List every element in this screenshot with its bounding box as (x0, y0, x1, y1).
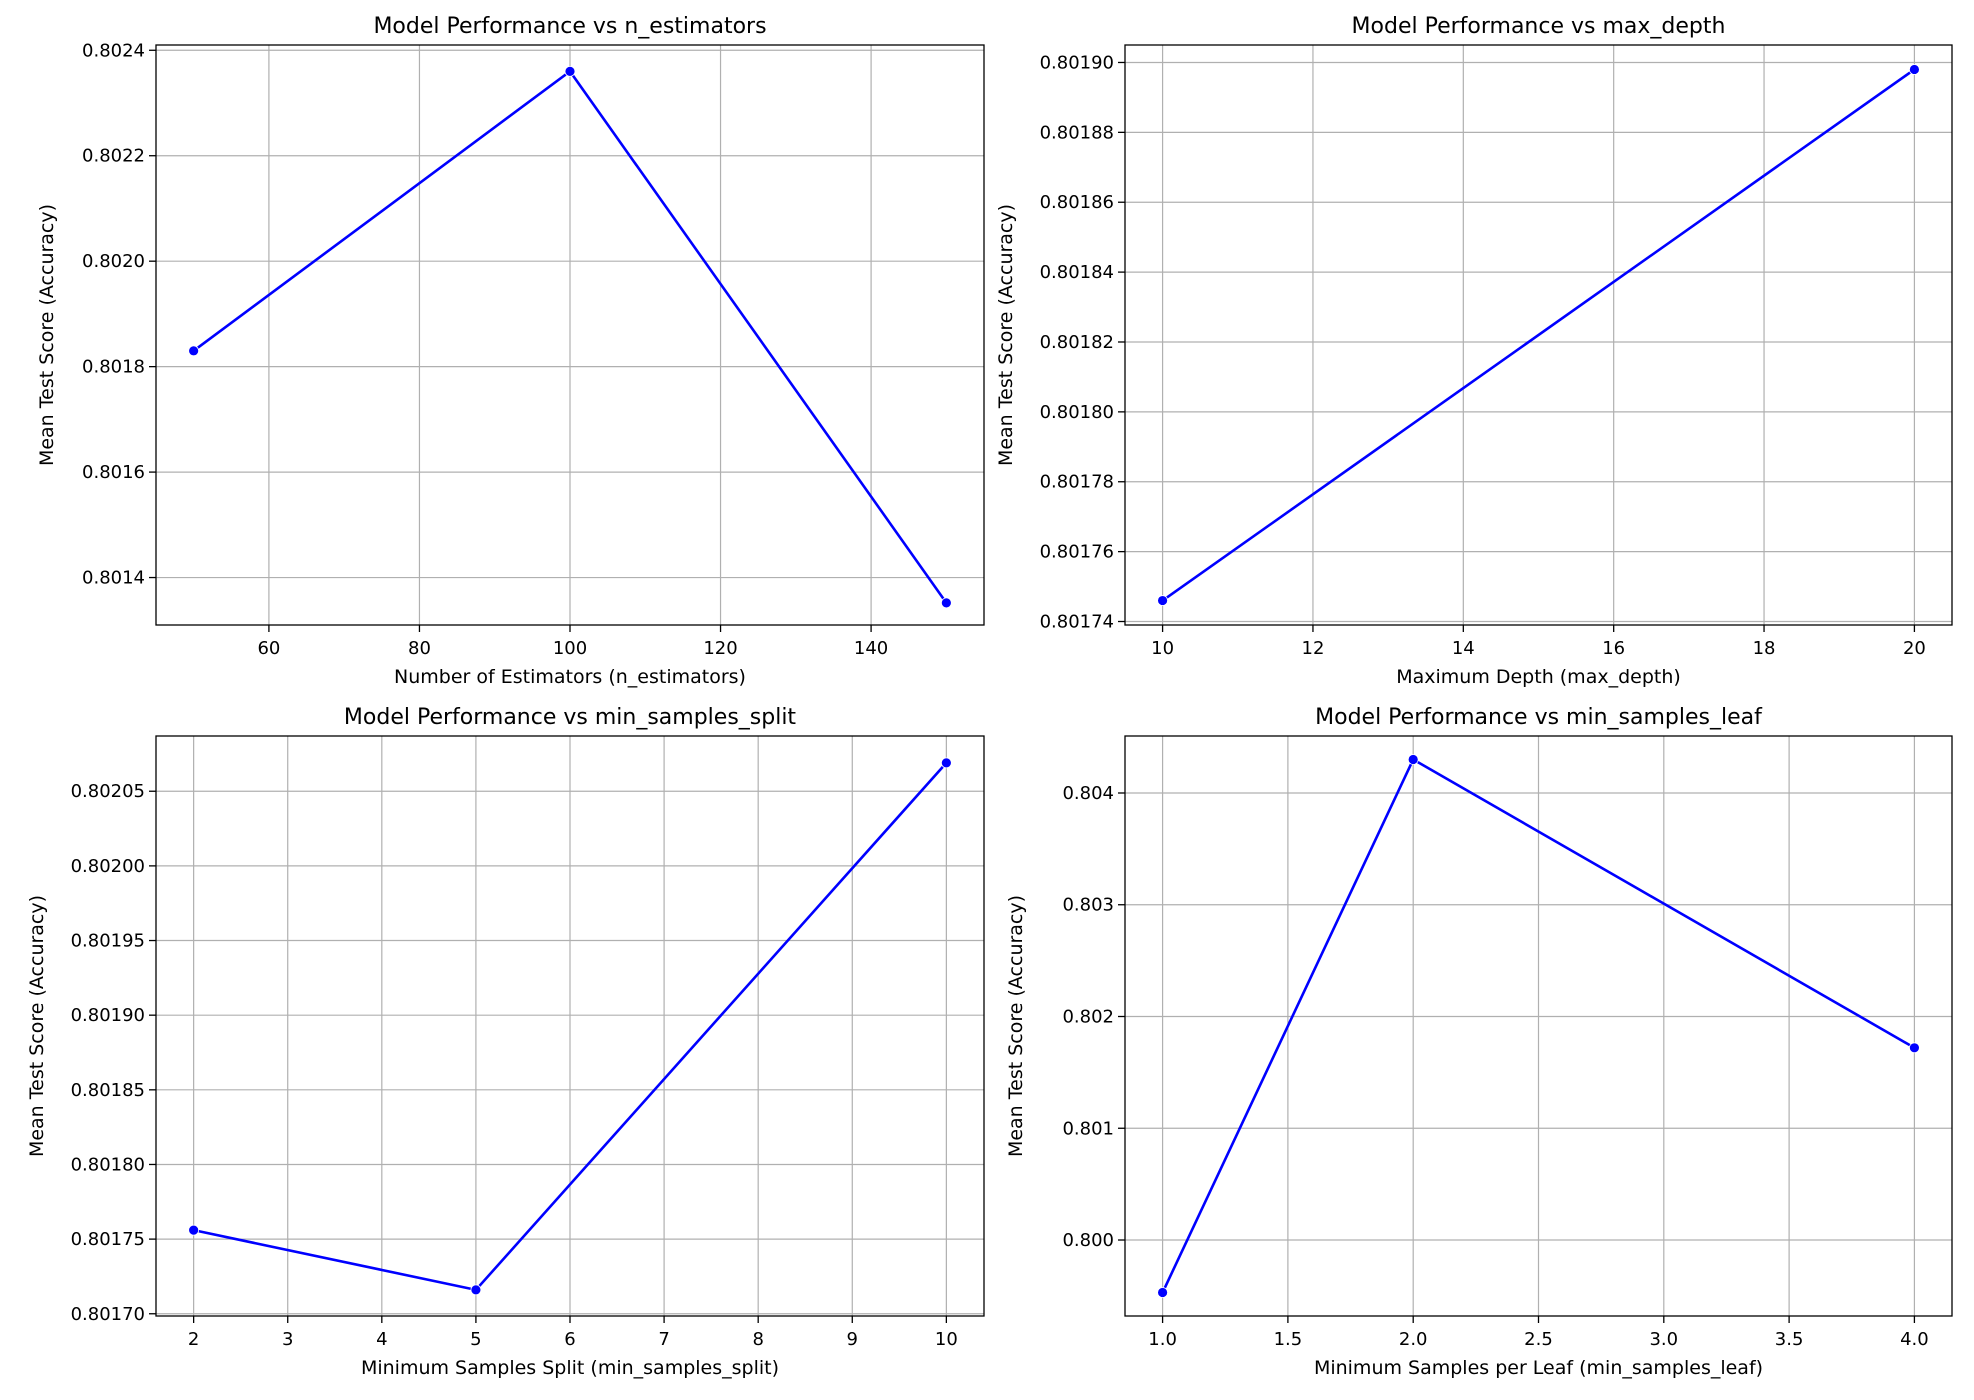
y-tick-label: 0.8018 (82, 357, 145, 378)
y-axis-label: Mean Test Score (Accuracy) (36, 204, 58, 466)
series-line (1161, 68, 1916, 602)
y-tick-label: 0.80205 (71, 781, 145, 802)
data-point (1157, 595, 1168, 606)
x-tick-label: 2.0 (1399, 1329, 1428, 1350)
x-tick-label: 2 (188, 1329, 199, 1350)
data-point (1407, 754, 1419, 765)
x-tick-label: 18 (1753, 638, 1776, 659)
x-tick-label: 2.5 (1524, 1329, 1553, 1350)
chart-title: Model Performance vs min_samples_leaf (1315, 705, 1763, 730)
y-tick-label: 0.8022 (82, 146, 145, 167)
x-tick-label: 1.5 (1274, 1329, 1303, 1350)
data-point (1909, 64, 1920, 75)
x-tick-label: 3.0 (1649, 1329, 1678, 1350)
x-tick-label: 3 (282, 1329, 293, 1350)
x-tick-label: 8 (752, 1329, 763, 1350)
x-axis-label: Minimum Samples per Leaf (min_samples_le… (1314, 1357, 1763, 1379)
y-tick-label: 0.80180 (71, 1154, 145, 1175)
y-tick-label: 0.80175 (71, 1229, 145, 1250)
chart-title: Model Performance vs n_estimators (373, 14, 766, 39)
x-axis-label: Maximum Depth (max_depth) (1396, 666, 1681, 688)
y-tick-label: 0.80184 (1040, 262, 1114, 283)
y-tick-label: 0.80180 (1040, 402, 1114, 423)
x-tick-label: 20 (1903, 638, 1926, 659)
y-tick-label: 0.80178 (1040, 472, 1114, 493)
x-tick-label: 60 (257, 638, 280, 659)
x-tick-label: 100 (553, 638, 587, 659)
y-tick-label: 0.80188 (1040, 122, 1114, 143)
y-tick-label: 0.800 (1062, 1230, 1114, 1251)
y-tick-label: 0.8024 (82, 40, 145, 61)
chart-min-samples-split: 2 3 4 5 6 7 8 9 10 0.80170 0.80175 0.80180 0.80185 0.… (26, 705, 985, 1379)
x-tick-label: 6 (564, 1329, 575, 1350)
x-tick-label: 5 (470, 1329, 481, 1350)
chart-min-samples-leaf: 1.0 1.5 2.0 2.5 3.0 3.5 4.0 0.800 0.801 0.802 0.80… (1005, 705, 1953, 1379)
x-tick-label: 12 (1302, 638, 1325, 659)
y-tick-label: 0.80190 (71, 1005, 145, 1026)
x-axis-label: Number of Estimators (n_estimators) (394, 666, 746, 688)
x-tick-label: 7 (658, 1329, 669, 1350)
y-axis-label: Mean Test Score (Accuracy) (995, 204, 1017, 466)
chart-max-depth: 10 12 14 16 18 20 0.80174 0.80176 0.80178 0.80180… (995, 14, 1953, 688)
chart-n-estimators: 60 80 100 120 140 0.8014 0.8016 0.8018 0.8020 0.8… (36, 14, 985, 688)
y-tick-label: 0.80186 (1040, 192, 1114, 213)
y-tick-label: 0.80200 (71, 856, 145, 877)
data-point (1157, 1287, 1168, 1298)
x-axis-label: Minimum Samples Split (min_samples_split… (361, 1357, 779, 1379)
y-tick-label: 0.80170 (71, 1304, 145, 1325)
y-tick-label: 0.80174 (1040, 612, 1114, 633)
y-tick-label: 0.80182 (1040, 332, 1114, 353)
y-tick-label: 0.804 (1062, 783, 1114, 804)
data-point (940, 597, 952, 609)
x-tick-label: 9 (847, 1329, 858, 1350)
chart-title: Model Performance vs max_depth (1352, 14, 1726, 39)
x-tick-label: 3.5 (1775, 1329, 1804, 1350)
y-tick-label: 0.801 (1062, 1118, 1114, 1139)
x-tick-label: 4.0 (1900, 1329, 1929, 1350)
data-point (188, 345, 200, 357)
y-tick-label: 0.802 (1062, 1007, 1114, 1028)
y-tick-label: 0.8016 (82, 462, 145, 483)
data-point (1909, 1042, 1920, 1054)
y-tick-label: 0.8014 (82, 568, 145, 589)
x-tick-label: 10 (935, 1329, 958, 1350)
x-tick-label: 80 (408, 638, 431, 659)
x-tick-label: 14 (1452, 638, 1475, 659)
y-tick-label: 0.80185 (71, 1080, 145, 1101)
x-tick-label: 4 (376, 1329, 387, 1350)
y-axis-label: Mean Test Score (Accuracy) (1005, 895, 1027, 1157)
plot-frame (1124, 44, 1953, 626)
y-tick-label: 0.80190 (1040, 52, 1114, 73)
y-tick-label: 0.8020 (82, 251, 145, 272)
x-tick-label: 16 (1602, 638, 1625, 659)
data-point (940, 757, 952, 769)
x-tick-label: 120 (703, 638, 737, 659)
y-tick-label: 0.80176 (1040, 542, 1114, 563)
x-tick-label: 140 (854, 638, 888, 659)
y-tick-label: 0.803 (1062, 895, 1114, 916)
x-tick-label: 10 (1151, 638, 1174, 659)
data-point (564, 65, 576, 77)
y-tick-label: 0.80195 (71, 931, 145, 952)
data-point (470, 1284, 482, 1296)
chart-title: Model Performance vs min_samples_split (344, 705, 797, 730)
data-point (188, 1224, 200, 1236)
y-axis-label: Mean Test Score (Accuracy) (26, 895, 48, 1157)
x-tick-label: 1.0 (1148, 1329, 1177, 1350)
